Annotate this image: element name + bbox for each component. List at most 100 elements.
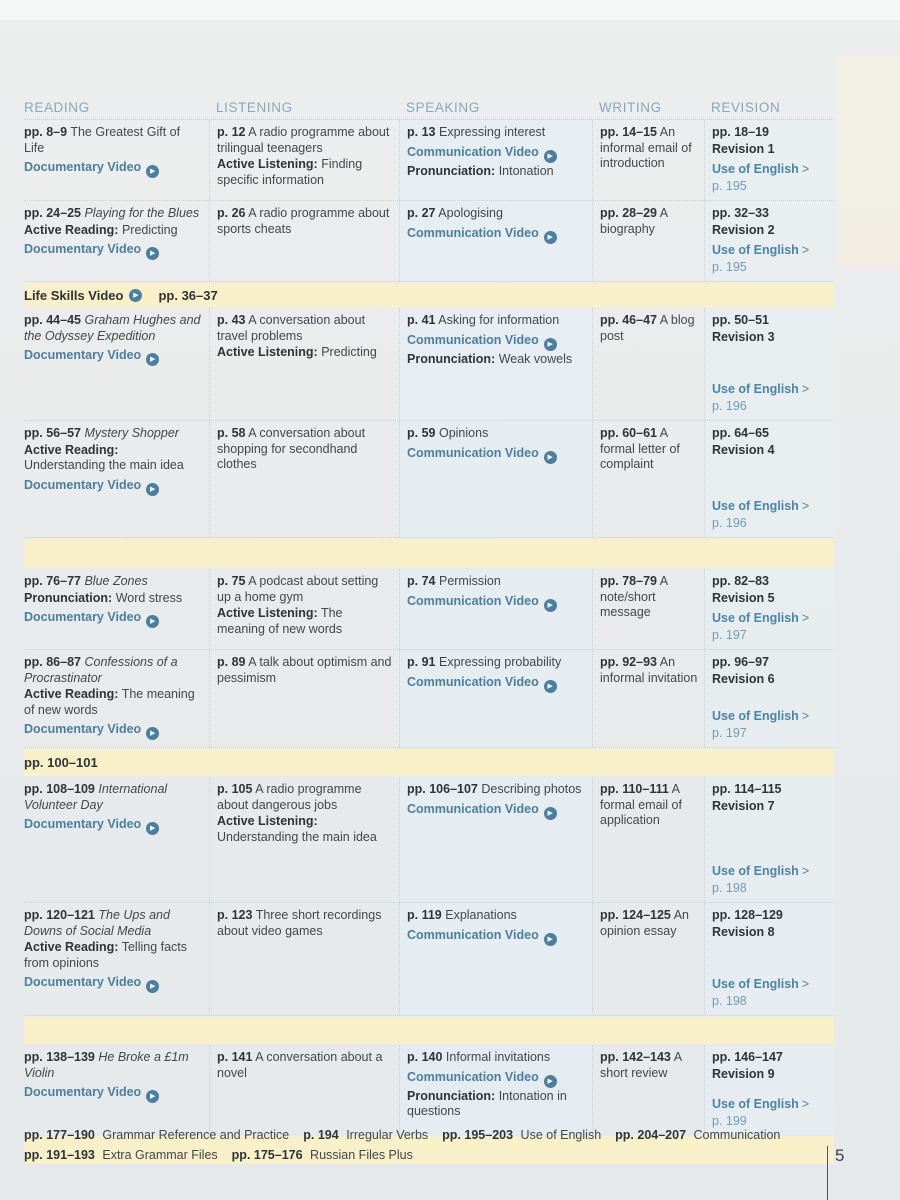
- video-link: Communication Video ▶: [407, 446, 586, 464]
- use-of-english-link: Use of English > p. 196: [712, 378, 828, 414]
- entry-segment: Predicting: [321, 345, 377, 359]
- table-cell-revision: pp. 50–51 Revision 3 Use of English > p. 196: [704, 308, 834, 420]
- entry-text: pp. 120–121 The Ups and Downs of Social …: [24, 908, 203, 939]
- table-cell-writing: pp. 60–61 A formal letter of complaint: [592, 421, 704, 537]
- video-link-label: Documentary Video: [24, 242, 142, 256]
- entry-segment: The meaning of new words: [24, 687, 195, 717]
- entry-segment: Describing photos: [481, 782, 582, 796]
- footer-entry-title: Communication: [693, 1128, 781, 1142]
- table-row: pp. 8–9 The Greatest Gift of Life Documen…: [24, 120, 834, 201]
- use-of-english-label: Use of English: [712, 1097, 799, 1111]
- entry-segment: A note/short message: [600, 574, 668, 619]
- entry-segment: Word stress: [115, 590, 183, 605]
- table-cell-listening: p. 43 A conversation about travel proble…: [209, 308, 399, 420]
- entry-segment: Pronunciation:: [407, 163, 496, 178]
- page-ref: pp. 76–77: [24, 574, 81, 588]
- use-of-english-link: Use of English > p. 197: [712, 705, 828, 741]
- table-cell-writing: pp. 92–93 An informal invitation: [592, 650, 704, 747]
- video-link-label: Communication Video: [407, 801, 539, 816]
- entry-text: Active Reading: Predicting: [24, 223, 203, 239]
- table-cell-speaking: p. 27 Apologising Communication Video ▶: [399, 201, 592, 281]
- entry-segment: Apologising: [438, 206, 503, 220]
- video-link: Documentary Video ▶: [24, 722, 203, 740]
- use-of-english-label: Use of English: [712, 162, 799, 176]
- table-cell-reading: pp. 44–45 Graham Hughes and the Odyssey …: [24, 308, 209, 420]
- table-cell-revision: pp. 82–83 Revision 5 Use of English > p. 197: [704, 569, 834, 649]
- table-row: pp. 56–57 Mystery Shopper Active Reading:…: [24, 421, 834, 538]
- video-link: Documentary Video ▶: [24, 478, 203, 496]
- page-ref: p. 141: [217, 1050, 253, 1064]
- page-ref: pp. 96–97: [712, 655, 769, 669]
- entry-text: pp. 138–139 He Broke a £1m Violin: [24, 1050, 203, 1081]
- entry-text: Active Reading: Understanding the main i…: [24, 443, 203, 474]
- page-ref: pp. 92–93: [600, 655, 657, 669]
- play-icon: ▶: [129, 288, 143, 302]
- table-cell-speaking: p. 74 Permission Communication Video ▶: [399, 569, 592, 649]
- table-cell-speaking: p. 13 Expressing interest Communication V…: [399, 120, 592, 200]
- use-of-english-line: Use of English >: [712, 864, 828, 880]
- table-row: pp. 138–139 He Broke a £1m Violin Documen…: [24, 1045, 834, 1135]
- page-ref: p. 27: [407, 206, 436, 220]
- video-link-label: Communication Video: [407, 332, 539, 347]
- page-ref: pp. 78–79: [600, 574, 657, 588]
- footer-entry-title: Irregular Verbs: [346, 1128, 429, 1142]
- page-ref: p. 91: [407, 655, 436, 669]
- page-ref: pp. 44–45: [24, 313, 81, 327]
- entry-segment: A radio programme about dangerous jobs: [217, 782, 362, 812]
- page-ref: pp. 204–207: [615, 1128, 687, 1142]
- table-cell-reading: pp. 76–77 Blue Zones Pronunciation: Word …: [24, 569, 209, 649]
- entry-segment: An informal email of introduction: [600, 125, 692, 170]
- table-cell-writing: pp. 14–15 An informal email of introduct…: [592, 120, 704, 200]
- use-of-english-link: Use of English > p. 197: [712, 607, 828, 643]
- table-cell-writing: pp. 142–143 A short review: [592, 1045, 704, 1135]
- entry-segment: Intonation in questions: [407, 1088, 567, 1119]
- entry-segment: Active Reading:: [24, 940, 119, 954]
- page-ref: p. 119: [407, 908, 442, 922]
- entry-segment: The Ups and Downs of Social Media: [24, 908, 170, 938]
- entry-text: Active Listening: The meaning of new wor…: [217, 606, 393, 637]
- table-cell-speaking: p. 91 Expressing probability Communicatio…: [399, 650, 592, 747]
- footer-entry-title: Russian Files Plus: [310, 1148, 413, 1162]
- video-link: Documentary Video ▶: [24, 348, 203, 366]
- use-of-english-page: p. 195: [712, 259, 747, 274]
- video-link: Communication Video ▶: [407, 145, 586, 163]
- page-ref: pp. 120–121: [24, 908, 95, 922]
- column-header-row: READING LISTENING SPEAKING WRITING REVISION: [24, 95, 834, 120]
- entry-segment: A radio programme about sports cheats: [217, 206, 390, 236]
- entry-segment: Informal invitations: [445, 1050, 551, 1064]
- page-ref: pp. 110–111: [600, 782, 669, 796]
- entry-segment: Blue Zones: [84, 574, 148, 588]
- entry-segment: The meaning of new words: [217, 606, 343, 636]
- page-ref: pp. 8–9: [24, 125, 68, 139]
- page-ref: pp. 124–125: [600, 908, 671, 922]
- column-header-revision: REVISION: [711, 100, 781, 115]
- page-ref: Revision 9: [712, 1066, 775, 1081]
- video-link-label: Documentary Video: [24, 477, 142, 492]
- table-cell-revision: pp. 114–115 Revision 7 Use of English > p. 1…: [704, 777, 834, 902]
- entry-text: Pronunciation: Weak vowels: [407, 352, 586, 368]
- table-cell-writing: pp. 28–29 A biography: [592, 201, 704, 281]
- video-link-label: Documentary Video: [24, 160, 142, 174]
- band-pages: pp. 36–37: [158, 287, 218, 303]
- entry-text: pp. 76–77 Blue Zones: [24, 574, 203, 590]
- page-ref: pp. 195–203: [442, 1128, 514, 1142]
- footer-entry: pp. 204–207 Communication: [615, 1128, 780, 1142]
- chevron-right-icon: >: [801, 1097, 810, 1111]
- use-of-english-link: Use of English > p. 195: [712, 158, 828, 194]
- page-ref: p. 89: [217, 655, 246, 669]
- play-icon: ▶: [146, 980, 160, 993]
- use-of-english-link: Use of English > p. 198: [712, 860, 828, 896]
- page-ref: pp. 28–29: [600, 206, 657, 220]
- footer-entry-title: Grammar Reference and Practice: [102, 1128, 290, 1142]
- entry-text: p. 75 A podcast about setting up a home …: [217, 574, 393, 605]
- footer-entry: pp. 195–203 Use of English: [442, 1128, 601, 1142]
- entry-segment: A formal email of application: [600, 782, 682, 827]
- page-ref: pp. 175–176: [231, 1148, 303, 1162]
- table-cell-reading: pp. 8–9 The Greatest Gift of Life Documen…: [24, 120, 209, 200]
- entry-text: Active Listening: Finding specific infor…: [217, 157, 393, 188]
- table-row: pp. 120–121 The Ups and Downs of Social …: [24, 903, 834, 1016]
- video-link-label: Documentary Video: [24, 1085, 142, 1099]
- entry-segment: Active Reading:: [24, 222, 119, 237]
- page-ref: pp. 146–147: [712, 1050, 783, 1064]
- entry-text: pp. 64–65: [712, 426, 828, 442]
